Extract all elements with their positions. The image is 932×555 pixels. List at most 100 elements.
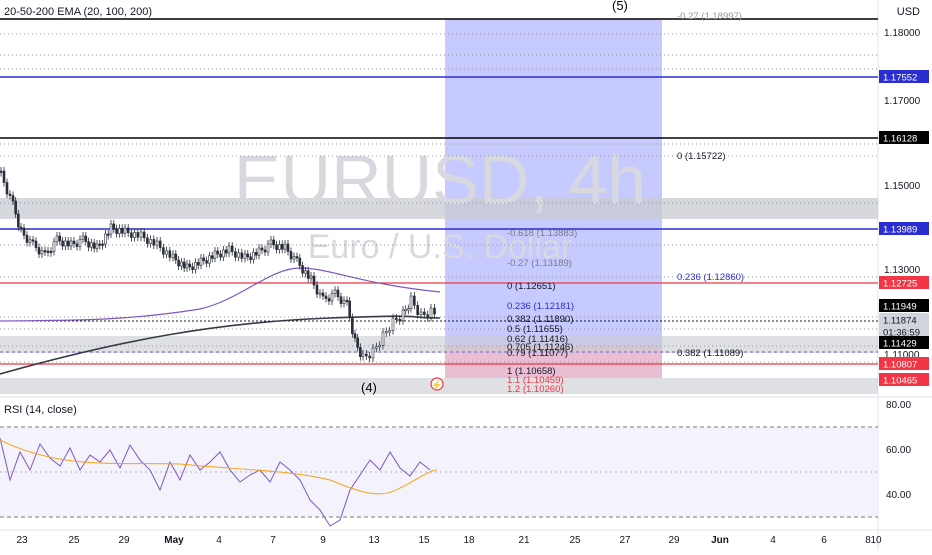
watermark-description: Euro / U.S. Dollar: [308, 228, 573, 266]
candle-body: [330, 293, 334, 302]
candle-body: [351, 317, 354, 334]
candle-body: [101, 243, 104, 246]
candle-body: [353, 333, 357, 339]
candle-body: [280, 244, 284, 250]
candle-body: [130, 232, 133, 238]
rsi-ma-line: [0, 439, 438, 495]
candle-body: [269, 239, 273, 245]
candle-body: [237, 252, 240, 258]
candle-body: [359, 347, 362, 357]
candle-body: [185, 263, 189, 269]
time-tick-7: 13: [368, 535, 380, 546]
ema-200-line: [0, 315, 441, 375]
candle-body: [342, 299, 346, 304]
currency-button[interactable]: USD: [896, 6, 920, 18]
price-tick-2: 1.15000: [884, 181, 921, 192]
fib-label-8: 0.5 (1.11655): [507, 324, 563, 335]
candle-body: [398, 319, 401, 322]
candle-body: [289, 251, 293, 260]
candle-body: [407, 308, 410, 311]
candle-body: [321, 292, 325, 297]
price-tag-6: 01:36:59: [883, 328, 920, 339]
price-tag-bg-8: [879, 357, 929, 370]
candle-body: [40, 250, 44, 255]
candle-body: [254, 252, 258, 256]
price-tag-8: 1.10807: [883, 360, 917, 371]
candle-body: [90, 242, 93, 248]
candle-body: [283, 243, 287, 250]
candle-body: [61, 240, 64, 247]
candle-body: [401, 309, 405, 321]
candle-body: [234, 251, 237, 258]
candle-body: [224, 249, 228, 254]
candle-body: [260, 247, 264, 251]
candle-body: [423, 311, 426, 315]
candle-body: [246, 253, 250, 258]
price-tag-bg-2: [879, 222, 929, 235]
price-tag-4: 1.11949: [883, 302, 917, 313]
candle-body: [123, 227, 127, 234]
time-tick-3: May: [164, 535, 184, 546]
candle-body: [11, 195, 15, 202]
candle-body: [104, 233, 107, 245]
candle-body: [327, 298, 331, 302]
candle-body: [43, 250, 47, 253]
alert-icon: [430, 377, 444, 391]
resistance-zone: [0, 198, 878, 219]
fib-label-15: 1.2 (1.10260): [507, 384, 564, 395]
candle-body: [49, 250, 53, 254]
candle-body: [92, 242, 96, 249]
candle-body: [196, 262, 200, 266]
time-tick-5: 7: [270, 535, 276, 546]
candle-body: [64, 240, 67, 247]
candle-body: [208, 255, 211, 264]
candle-body: [5, 182, 9, 195]
candle-body: [158, 240, 162, 248]
price-tag-1: 1.16128: [883, 134, 917, 145]
rsi-legend[interactable]: RSI (14, close): [4, 404, 77, 416]
rsi-tick-1: 60.00: [886, 445, 911, 456]
candle-body: [78, 238, 82, 247]
candle-body: [87, 241, 90, 248]
candle-body: [19, 226, 23, 229]
indicator-legend[interactable]: 20-50-200 EMA (20, 100, 200): [4, 6, 152, 18]
candle-body: [216, 250, 220, 255]
candle-body: [28, 239, 32, 243]
fib-label-6: 0.236 (1.12181): [507, 301, 574, 312]
ema-100-line: [0, 267, 441, 322]
price-tag-0: 1.17552: [883, 73, 917, 84]
candle-body: [174, 253, 178, 261]
candle-body: [286, 243, 290, 252]
candle-body: [368, 355, 371, 359]
candle-body: [230, 245, 234, 252]
candle-body: [257, 247, 261, 256]
candle-body: [336, 289, 340, 298]
rsi-tick-2: 40.00: [886, 490, 911, 501]
candle-body: [318, 292, 322, 295]
candle-body: [249, 256, 252, 260]
price-tag-bg-7: [879, 336, 929, 349]
candle-body: [155, 240, 159, 246]
candle-body: [98, 243, 102, 246]
price-tick-0: 1.18000: [884, 28, 921, 39]
candle-body: [381, 331, 385, 346]
fib-label-12: 0.382 (1.11089): [677, 348, 743, 359]
price-tick-1: 1.17000: [884, 96, 921, 107]
candle-body: [69, 240, 73, 247]
wave-5-label: (5): [612, 0, 628, 13]
candle-body: [263, 249, 267, 253]
candle-body: [2, 170, 6, 183]
candle-body: [419, 311, 423, 315]
candle-body: [31, 239, 35, 242]
candle-body: [133, 232, 136, 238]
candle-body: [309, 275, 313, 279]
candle-body: [118, 228, 121, 234]
time-tick-15: 4: [770, 535, 776, 546]
candle-body: [375, 346, 378, 349]
candle-body: [295, 256, 299, 259]
candle-body: [275, 244, 278, 250]
candle-body: [188, 263, 192, 268]
fib-label-13: 1 (1.10658): [507, 366, 556, 377]
